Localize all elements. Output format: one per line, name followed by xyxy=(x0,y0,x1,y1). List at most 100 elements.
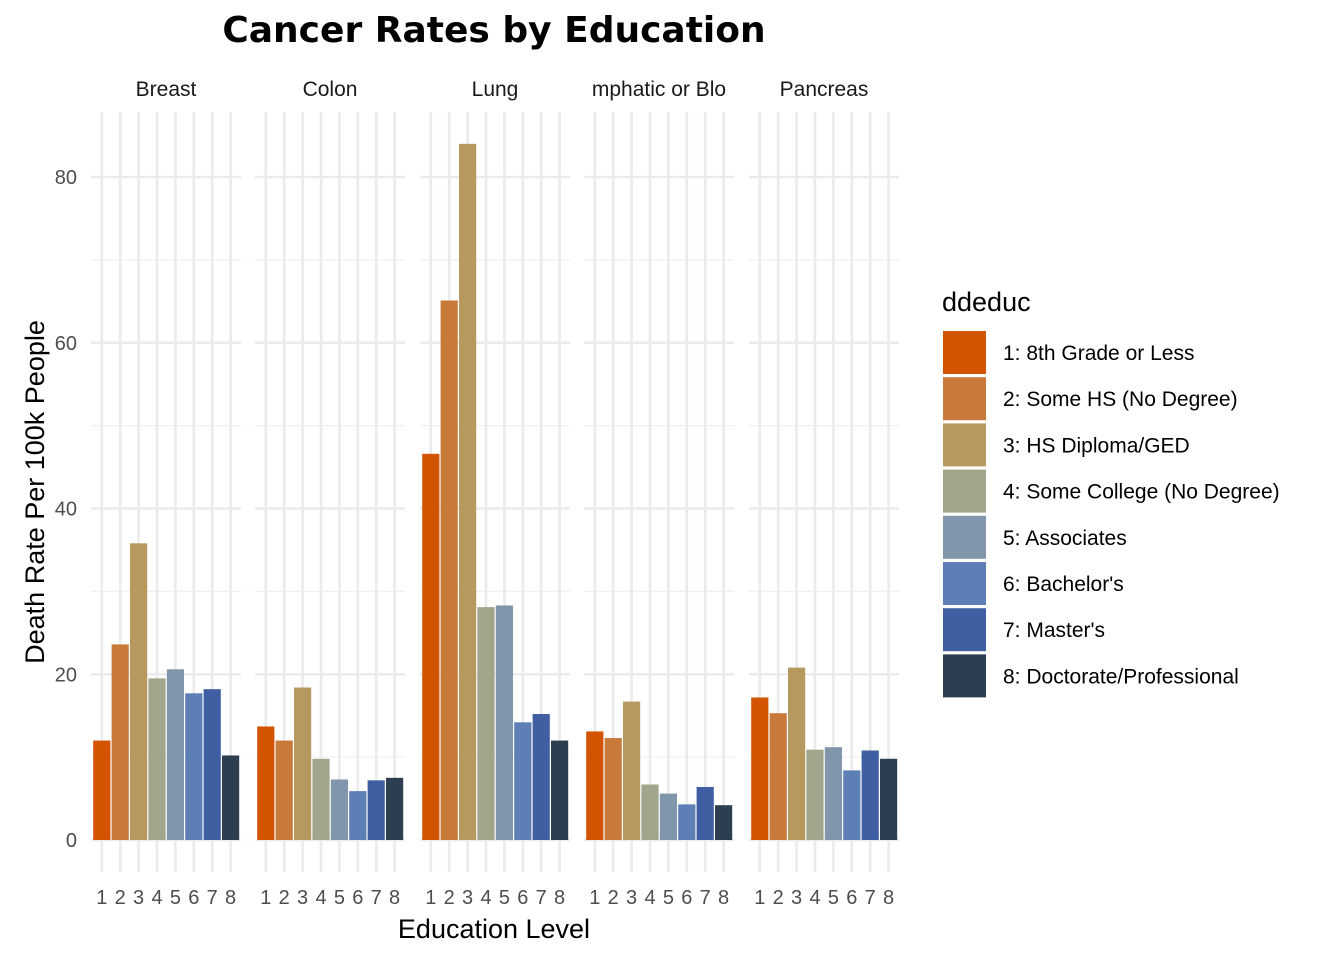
x-tick-label: 6 xyxy=(517,887,528,909)
bar-lung-4 xyxy=(477,607,495,840)
bar-breast-6 xyxy=(185,693,203,840)
facet-strip-label: Colon xyxy=(303,78,358,101)
x-tick-label: 7 xyxy=(536,887,547,909)
bar-pancreas-3 xyxy=(788,667,806,840)
bar-lung-7 xyxy=(532,714,550,840)
facet-strip-label: Lung xyxy=(472,78,519,101)
legend: ddeduc 1: 8th Grade or Less 2: Some HS (N… xyxy=(942,287,1280,698)
legend-title: ddeduc xyxy=(942,287,1031,317)
x-tick-label: 8 xyxy=(225,887,236,909)
bar-lung-2 xyxy=(440,300,458,840)
x-tick-label: 6 xyxy=(681,887,692,909)
bar-colon-8 xyxy=(386,777,404,840)
legend-label: 4: Some College (No Degree) xyxy=(1003,481,1280,504)
y-tick-label: 0 xyxy=(66,830,77,852)
facet-strip-label: Breast xyxy=(136,78,197,101)
facet-panel-pancreas: 1 2 3 4 5 6 7 8 Pancreas xyxy=(749,78,899,909)
bar-colon-1 xyxy=(257,726,275,840)
x-axis-title: Education Level xyxy=(398,914,590,944)
facet-strip-label: mphatic or Blo xyxy=(592,78,726,101)
bar-mphatic-or-blo-7 xyxy=(696,786,714,840)
legend-item: 4: Some College (No Degree) xyxy=(943,469,1280,513)
bar-breast-2 xyxy=(111,644,129,840)
facet-panel-lung: 1 2 3 4 5 6 7 8 Lung xyxy=(420,78,570,909)
bar-breast-5 xyxy=(166,669,184,840)
x-tick-label: 6 xyxy=(846,887,857,909)
legend-label: 5: Associates xyxy=(1003,527,1127,550)
bar-mphatic-or-blo-5 xyxy=(659,793,677,840)
x-tick-label: 7 xyxy=(207,887,218,909)
legend-label: 6: Bachelor's xyxy=(1003,573,1124,596)
x-tick-label: 4 xyxy=(480,887,491,909)
x-tick-label: 3 xyxy=(133,887,144,909)
x-tick-label: 1 xyxy=(425,887,436,909)
bar-mphatic-or-blo-8 xyxy=(715,805,733,840)
x-tick-label: 2 xyxy=(608,887,619,909)
x-tick-label: 1 xyxy=(754,887,765,909)
legend-swatch xyxy=(943,562,986,605)
legend-label: 7: Master's xyxy=(1003,619,1105,642)
bar-breast-3 xyxy=(130,543,148,840)
x-tick-label: 4 xyxy=(151,887,162,909)
x-tick-label: 5 xyxy=(170,887,181,909)
legend-swatch xyxy=(943,331,986,374)
x-tick-label: 7 xyxy=(700,887,711,909)
x-tick-label: 7 xyxy=(371,887,382,909)
y-tick-label: 80 xyxy=(55,167,77,189)
x-tick-label: 1 xyxy=(260,887,271,909)
bar-pancreas-4 xyxy=(806,749,824,840)
legend-swatch xyxy=(943,608,986,652)
bar-colon-2 xyxy=(275,740,293,840)
legend-item: 6: Bachelor's xyxy=(943,562,1124,605)
facet-strip-label: Pancreas xyxy=(780,78,869,101)
bar-mphatic-or-blo-1 xyxy=(586,731,604,840)
legend-swatch xyxy=(943,515,986,559)
bar-lung-6 xyxy=(514,722,532,840)
legend-item: 7: Master's xyxy=(943,608,1105,652)
x-tick-label: 2 xyxy=(115,887,126,909)
bar-pancreas-6 xyxy=(843,770,861,840)
bar-pancreas-1 xyxy=(751,697,769,840)
bar-pancreas-2 xyxy=(769,713,787,840)
bar-breast-1 xyxy=(93,740,111,840)
x-tick-label: 3 xyxy=(626,887,637,909)
x-tick-label: 7 xyxy=(865,887,876,909)
legend-label: 1: 8th Grade or Less xyxy=(1003,342,1194,365)
x-tick-label: 3 xyxy=(791,887,802,909)
y-tick-label: 40 xyxy=(55,499,77,521)
x-tick-label: 1 xyxy=(96,887,107,909)
facet-panel-mphatic-or-blo: 1 2 3 4 5 6 7 8 mphatic or Blo xyxy=(584,78,734,909)
x-tick-label: 4 xyxy=(809,887,820,909)
x-tick-label: 8 xyxy=(718,887,729,909)
bar-colon-7 xyxy=(367,780,385,840)
bar-lung-1 xyxy=(422,453,440,840)
bar-mphatic-or-blo-4 xyxy=(641,784,659,840)
chart-title: Cancer Rates by Education xyxy=(222,10,765,51)
y-tick-label: 20 xyxy=(55,664,77,686)
x-tick-label: 8 xyxy=(389,887,400,909)
bar-lung-5 xyxy=(495,605,513,840)
bar-mphatic-or-blo-6 xyxy=(678,804,696,840)
bar-lung-3 xyxy=(459,143,477,841)
x-tick-label: 5 xyxy=(663,887,674,909)
legend-item: 1: 8th Grade or Less xyxy=(943,331,1194,374)
x-tick-label: 3 xyxy=(297,887,308,909)
y-axis: 0 20 40 60 80 xyxy=(55,167,77,852)
x-tick-label: 5 xyxy=(828,887,839,909)
x-tick-label: 4 xyxy=(315,887,326,909)
legend-item: 3: HS Diploma/GED xyxy=(943,423,1190,467)
x-tick-label: 1 xyxy=(589,887,600,909)
bar-colon-5 xyxy=(330,779,348,840)
legend-item: 8: Doctorate/Professional xyxy=(943,654,1239,698)
bar-pancreas-5 xyxy=(824,747,842,840)
bar-breast-7 xyxy=(203,689,221,840)
x-tick-label: 4 xyxy=(644,887,655,909)
legend-swatch xyxy=(943,423,986,467)
legend-label: 2: Some HS (No Degree) xyxy=(1003,388,1238,411)
bar-pancreas-8 xyxy=(880,758,898,840)
x-tick-label: 6 xyxy=(352,887,363,909)
x-tick-label: 8 xyxy=(554,887,565,909)
facet-panel-breast: 1 2 3 4 5 6 7 8 Breast xyxy=(91,78,241,909)
facet-panel-colon: 1 2 3 4 5 6 7 8 Colon xyxy=(255,78,405,909)
